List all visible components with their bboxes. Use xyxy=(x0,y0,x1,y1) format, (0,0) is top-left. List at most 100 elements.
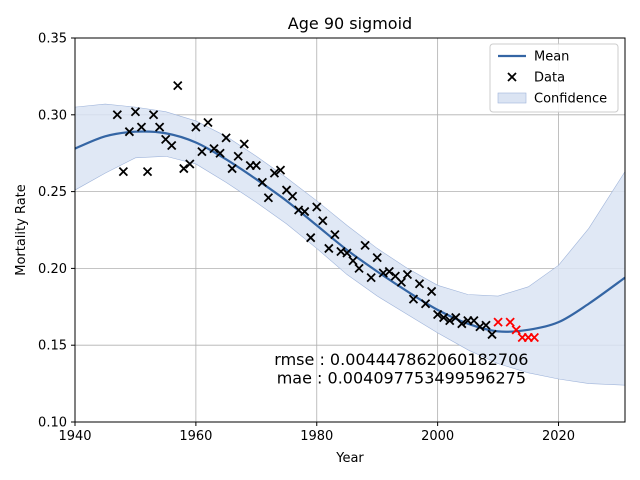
marker-stroke xyxy=(185,159,195,169)
marker-stroke xyxy=(318,216,328,226)
marker-stroke xyxy=(215,148,225,158)
x-tick-label: 2020 xyxy=(542,429,575,444)
data-point xyxy=(342,248,352,258)
marker-stroke xyxy=(251,160,261,171)
data-point xyxy=(372,253,382,263)
marker-stroke xyxy=(402,269,413,280)
marker-stroke xyxy=(505,317,515,327)
data-point xyxy=(239,139,249,149)
marker-stroke xyxy=(408,294,419,304)
data-point xyxy=(124,127,135,137)
marker-stroke xyxy=(112,110,122,120)
data-point xyxy=(354,263,364,274)
data-point xyxy=(197,147,207,157)
data-point xyxy=(445,315,455,326)
data-points-layer xyxy=(112,80,539,343)
marker-stroke xyxy=(507,72,517,82)
marker-stroke xyxy=(197,147,207,157)
marker-stroke xyxy=(118,166,128,177)
data-point xyxy=(209,143,219,154)
plot-frame xyxy=(74,37,626,423)
data-point xyxy=(324,243,334,254)
data-point xyxy=(263,193,274,203)
marker-stroke xyxy=(167,140,177,151)
legend-label: Mean xyxy=(534,50,569,65)
marker-stroke xyxy=(209,143,219,154)
marker-stroke xyxy=(457,319,467,329)
data-point xyxy=(318,216,328,226)
marker-stroke xyxy=(384,266,394,277)
data-point xyxy=(233,151,243,161)
data-point xyxy=(330,229,340,240)
data-point xyxy=(154,122,165,132)
data-point xyxy=(118,166,128,177)
marker-stroke xyxy=(179,163,189,174)
marker-stroke xyxy=(239,139,249,149)
marker-stroke xyxy=(136,122,147,132)
data-point xyxy=(269,168,280,178)
legend-entry: Confidence xyxy=(497,92,607,107)
data-point xyxy=(251,160,261,171)
y-axis-label: Mortality Rate xyxy=(14,184,29,276)
marker-stroke xyxy=(142,166,153,177)
marker-stroke xyxy=(221,133,231,143)
marker-stroke xyxy=(420,299,431,309)
marker-stroke xyxy=(354,263,364,274)
marker-stroke xyxy=(481,320,491,330)
marker-stroke xyxy=(396,277,407,287)
rmse-annotation: rmse : 0.004447862060182706 xyxy=(274,350,528,369)
data-point xyxy=(414,279,425,289)
data-point xyxy=(433,309,443,320)
marker-stroke xyxy=(390,271,400,281)
legend-entry: Mean xyxy=(498,50,569,65)
mae-annotation: mae : 0.004097753499596275 xyxy=(277,369,526,388)
data-point xyxy=(420,299,431,309)
axes xyxy=(74,37,626,423)
marker-stroke xyxy=(342,248,352,258)
x-tick-label: 1980 xyxy=(300,429,333,444)
marker-stroke xyxy=(529,332,539,343)
y-tick-label: 0.30 xyxy=(38,108,67,123)
data-point xyxy=(487,329,497,340)
y-tick-label: 0.10 xyxy=(38,416,67,431)
y-tick-label: 0.25 xyxy=(38,185,67,200)
marker-stroke xyxy=(227,163,237,174)
data-point xyxy=(203,117,213,128)
marker-stroke xyxy=(312,202,322,212)
legend: Mean Data Confidence xyxy=(489,43,619,113)
y-tick-label: 0.20 xyxy=(38,262,67,277)
legend-label: Confidence xyxy=(534,92,607,107)
data-point xyxy=(275,165,286,175)
marker-stroke xyxy=(161,134,171,145)
data-point xyxy=(112,110,122,120)
mean-curve-layer xyxy=(74,130,626,333)
data-point xyxy=(366,272,376,283)
marker-stroke xyxy=(275,165,286,175)
marker-stroke xyxy=(493,317,503,327)
data-point xyxy=(257,177,267,188)
marker-stroke xyxy=(191,122,201,132)
data-point xyxy=(191,122,201,132)
legend-entry: Data xyxy=(507,71,565,86)
data-point xyxy=(439,312,449,323)
marker-stroke xyxy=(445,315,455,326)
data-point xyxy=(312,202,322,212)
data-point xyxy=(306,233,316,243)
data-point xyxy=(167,140,177,151)
x-tick-label: 1940 xyxy=(58,429,91,444)
marker-stroke xyxy=(257,177,267,188)
data-point xyxy=(426,286,437,297)
marker-stroke xyxy=(414,279,425,289)
marker-stroke xyxy=(148,110,159,120)
marker-stroke xyxy=(269,168,280,178)
x-tick-label: 2000 xyxy=(421,429,454,444)
data-point xyxy=(396,277,407,287)
data-point xyxy=(300,206,310,217)
data-point xyxy=(221,133,231,143)
legend-label: Data xyxy=(534,71,565,86)
marker-stroke xyxy=(154,122,165,132)
data-point xyxy=(185,159,195,169)
marker-stroke xyxy=(378,268,388,278)
legend-band-swatch xyxy=(497,92,527,104)
